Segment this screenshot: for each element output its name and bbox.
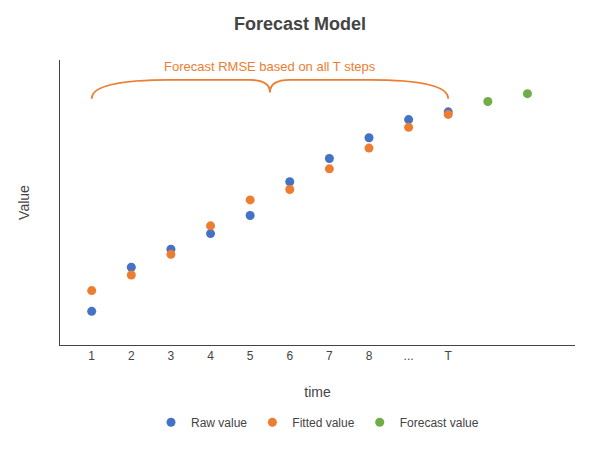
svg-text:3: 3	[168, 349, 175, 363]
svg-text:Fitted value: Fitted value	[292, 416, 354, 430]
svg-text:Forecast Model: Forecast Model	[234, 14, 366, 34]
svg-text:1: 1	[88, 349, 95, 363]
svg-text:...: ...	[404, 349, 414, 363]
svg-text:T: T	[445, 349, 453, 363]
svg-text:Value: Value	[16, 185, 32, 220]
svg-text:7: 7	[326, 349, 333, 363]
svg-text:8: 8	[366, 349, 373, 363]
svg-text:Raw value: Raw value	[191, 416, 247, 430]
svg-text:Forecast value: Forecast value	[400, 416, 479, 430]
svg-text:time: time	[304, 384, 331, 400]
svg-text:Forecast RMSE based on all T s: Forecast RMSE based on all T steps	[164, 59, 376, 74]
svg-text:4: 4	[207, 349, 214, 363]
svg-text:2: 2	[128, 349, 135, 363]
svg-text:6: 6	[286, 349, 293, 363]
svg-text:5: 5	[247, 349, 254, 363]
